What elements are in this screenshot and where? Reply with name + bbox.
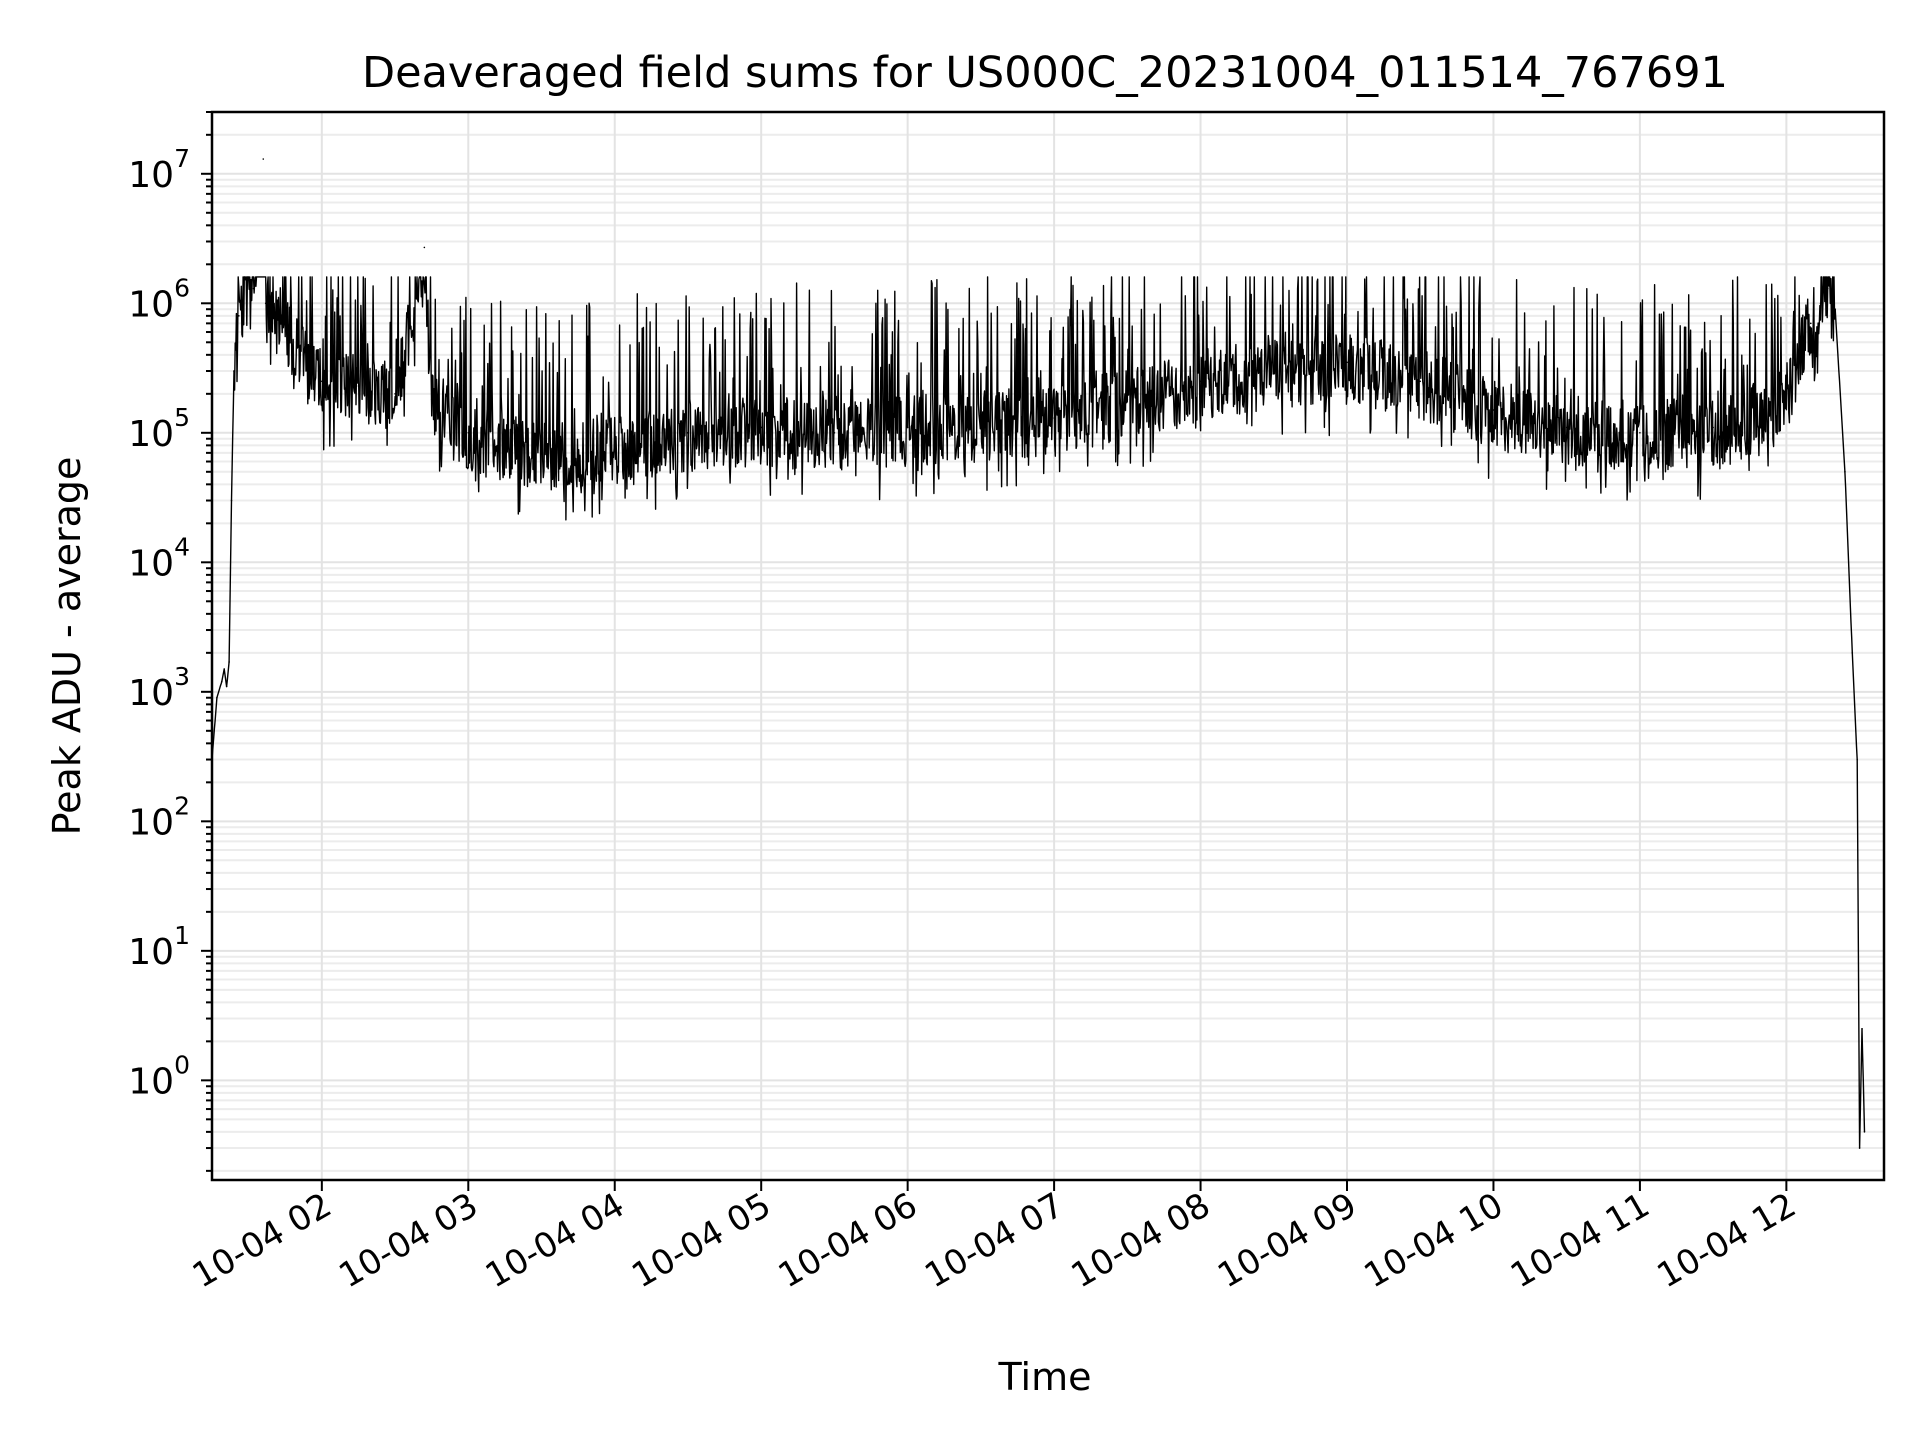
y-tick-label: 104 — [128, 532, 190, 584]
data-point — [613, 444, 616, 447]
data-point — [1126, 398, 1129, 401]
data-point — [467, 432, 470, 434]
plot-frame — [210, 110, 1886, 1182]
x-axis-label: Time — [998, 1355, 1092, 1399]
data-point — [1827, 287, 1829, 290]
data-point — [308, 370, 311, 372]
data-point — [216, 696, 218, 699]
y-tick-label: 106 — [128, 273, 190, 325]
data-point — [760, 426, 762, 429]
data-point — [1639, 432, 1641, 434]
data-point — [980, 421, 982, 424]
data-point — [233, 370, 235, 372]
y-tick-label: 103 — [128, 662, 190, 714]
data-point — [906, 426, 909, 429]
data-point — [296, 341, 299, 344]
data-point — [262, 158, 265, 160]
data-point — [1712, 426, 1714, 429]
data-point — [1861, 1028, 1863, 1030]
data-point — [272, 308, 274, 311]
data-point — [284, 322, 287, 325]
data-point — [225, 685, 228, 688]
data-point — [1785, 393, 1788, 395]
data-point — [1819, 302, 1822, 305]
y-tick-label: 107 — [128, 144, 190, 196]
data-point — [1863, 1131, 1866, 1133]
y-tick-label: 101 — [128, 921, 190, 973]
y-tick-label: 105 — [128, 403, 190, 455]
data-point — [504, 444, 506, 447]
data-point — [321, 380, 323, 383]
data-point — [1851, 652, 1854, 654]
data-point — [242, 292, 245, 294]
data-point — [1856, 758, 1858, 761]
data-point — [1834, 308, 1836, 311]
y-tick-label: 102 — [128, 791, 190, 843]
data-point — [223, 668, 226, 670]
data-point — [1346, 361, 1348, 364]
series-line — [211, 276, 1866, 1149]
plot-series — [211, 158, 1866, 1149]
y-axis: 100 101 102 103 104 105 106 107 — [128, 111, 212, 1172]
data-point — [264, 302, 267, 305]
data-point — [1492, 409, 1495, 411]
data-point — [357, 385, 360, 387]
data-point — [220, 680, 223, 683]
data-point — [833, 432, 836, 434]
data-point — [1419, 380, 1422, 383]
data-point — [687, 432, 689, 434]
data-point — [1565, 426, 1568, 429]
data-point — [1199, 380, 1202, 383]
data-point — [1761, 421, 1763, 424]
data-point — [430, 398, 433, 401]
data-point — [1858, 1147, 1861, 1149]
data-point — [228, 661, 230, 663]
y-axis-label: Peak ADU - average — [45, 457, 89, 836]
data-point — [1844, 470, 1846, 473]
y-tick-label: 100 — [128, 1050, 190, 1102]
data-point — [540, 452, 543, 454]
data-point — [423, 246, 426, 249]
data-point — [230, 499, 233, 502]
data-point — [394, 393, 396, 395]
data-point — [238, 315, 240, 317]
data-point — [1809, 322, 1812, 325]
data-point — [252, 287, 255, 290]
data-point — [1053, 417, 1055, 419]
data-point — [1272, 370, 1275, 372]
chart-title: Deaveraged field sums for US000C_2023100… — [362, 48, 1728, 98]
data-point — [1797, 354, 1800, 356]
